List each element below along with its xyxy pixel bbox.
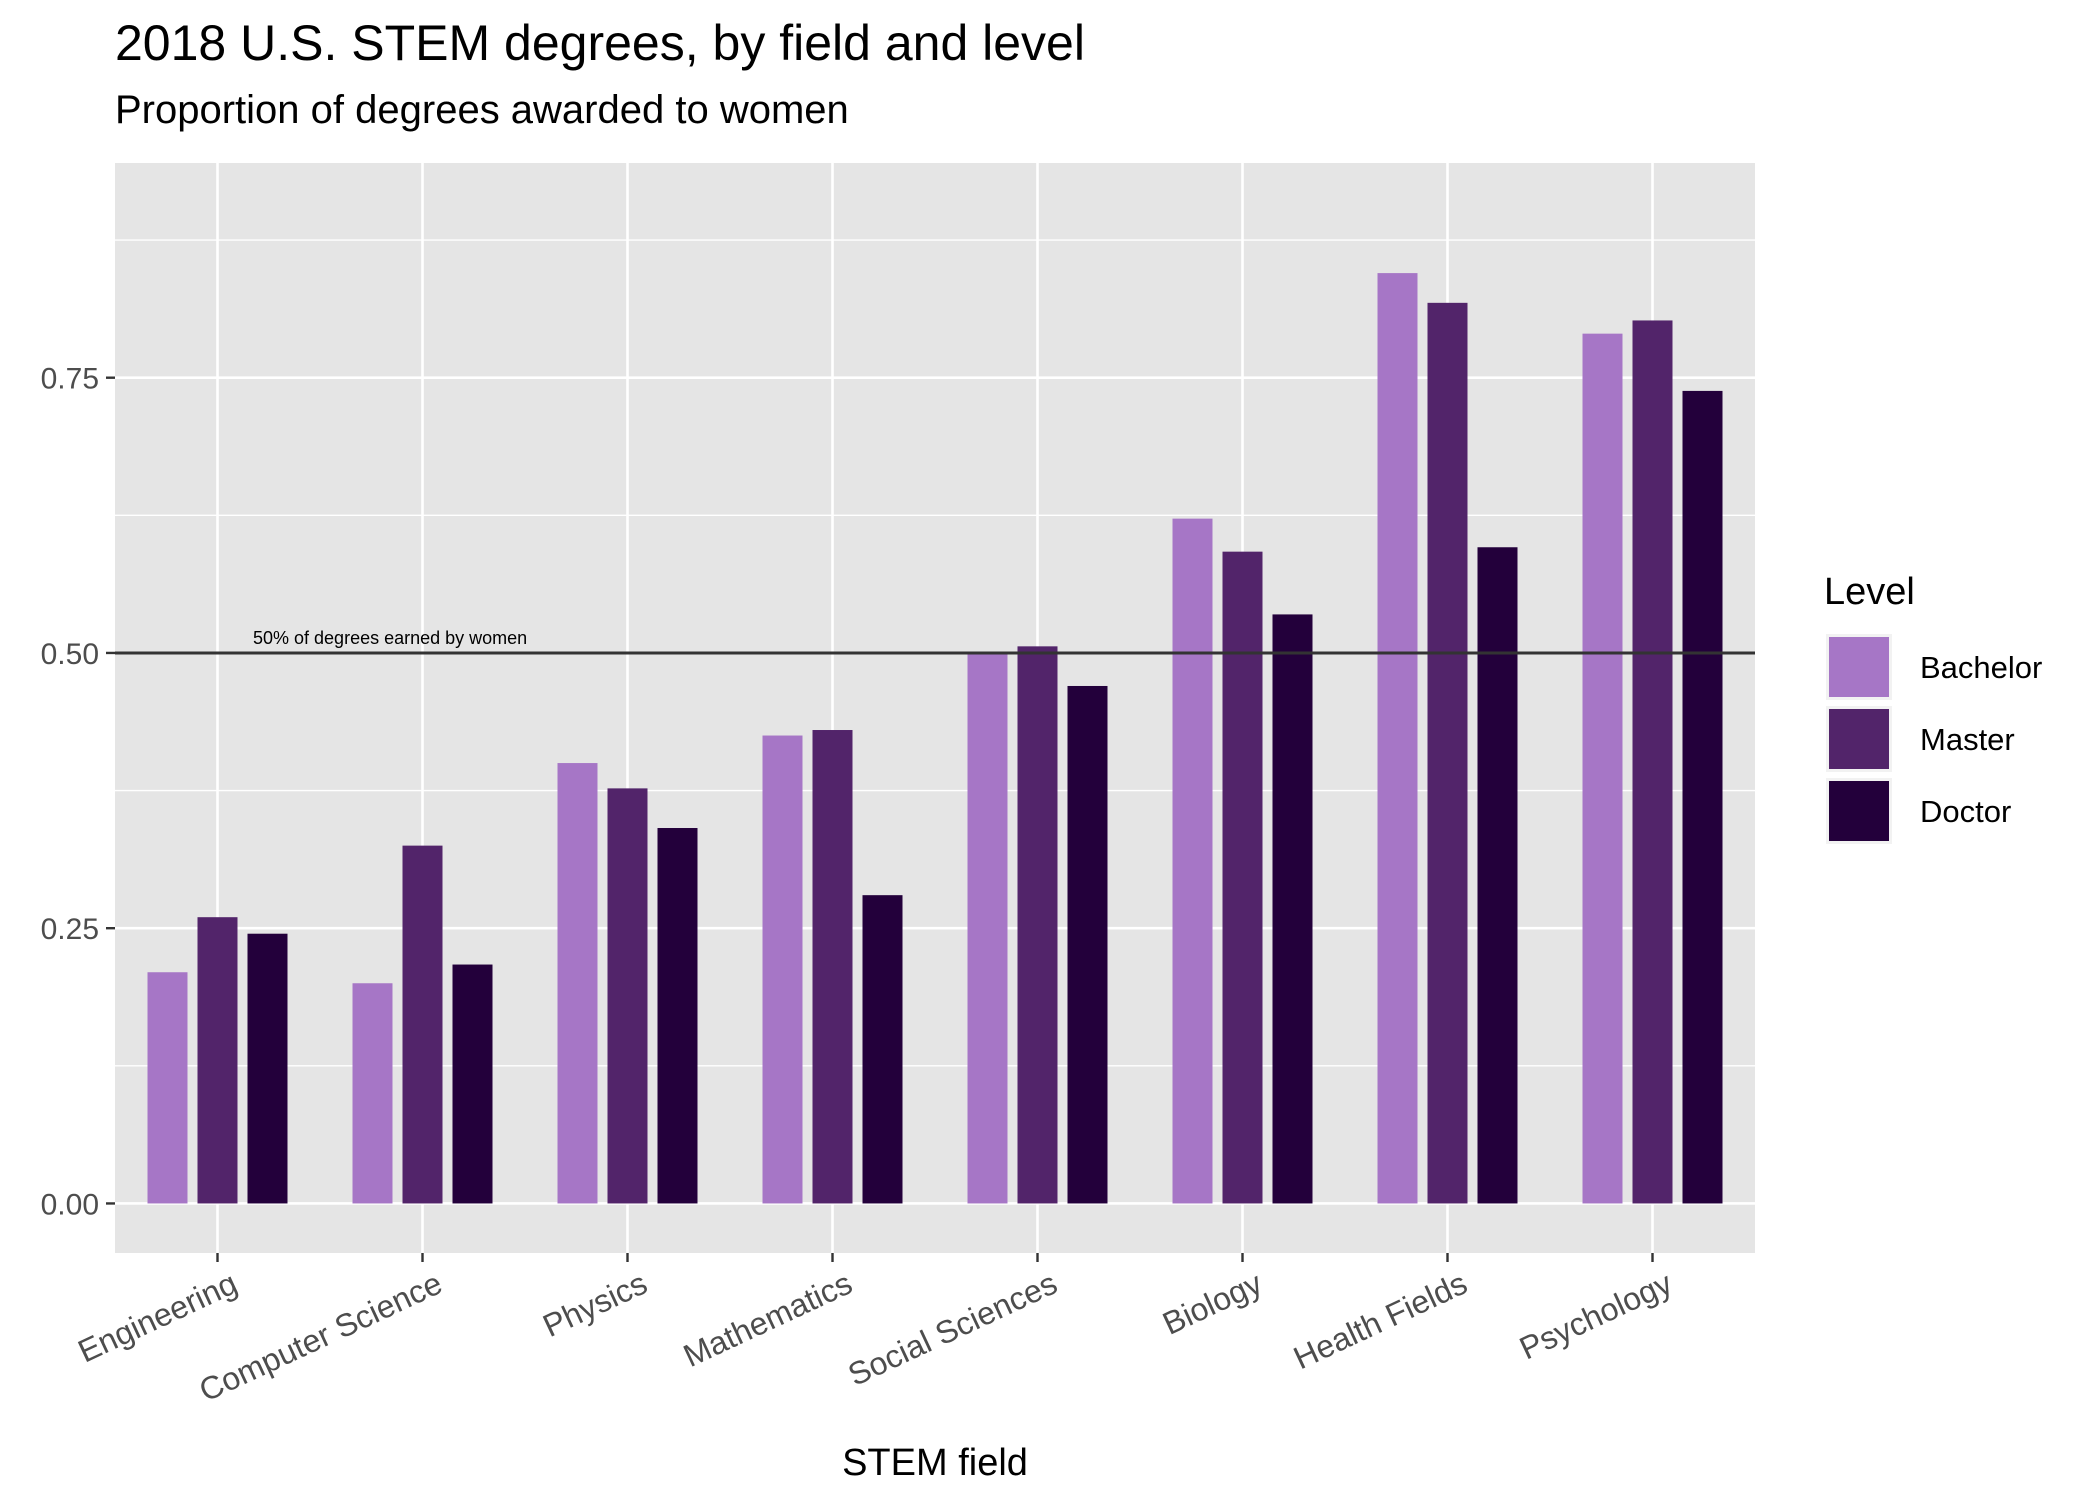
bar-doctor-social-sciences xyxy=(1067,685,1108,1204)
bar-bachelor-social-sciences xyxy=(967,652,1008,1204)
bar-doctor-biology xyxy=(1272,614,1313,1204)
bar-doctor-computer-science xyxy=(452,964,493,1204)
bar-master-health-fields xyxy=(1427,302,1468,1204)
x-tick-label: Health Fields xyxy=(1288,1265,1472,1377)
legend-title: Level xyxy=(1824,571,1915,613)
legend-label-bachelor: Bachelor xyxy=(1920,650,2042,685)
bar-master-social-sciences xyxy=(1017,646,1058,1204)
bar-bachelor-physics xyxy=(557,763,598,1204)
bars xyxy=(147,273,1723,1204)
bar-doctor-health-fields xyxy=(1477,547,1518,1204)
bar-bachelor-computer-science xyxy=(352,983,393,1204)
x-tick-label: Engineering xyxy=(72,1265,242,1370)
reference-line-group: 50% of degrees earned by women xyxy=(115,628,1755,655)
bar-master-computer-science xyxy=(402,845,443,1204)
bar-master-mathematics xyxy=(812,730,853,1204)
x-tick-label: Social Sciences xyxy=(843,1265,1063,1393)
x-tick-label: Psychology xyxy=(1514,1265,1678,1367)
y-tick-label: 0.75 xyxy=(41,363,99,396)
bar-doctor-physics xyxy=(657,828,698,1204)
bar-doctor-engineering xyxy=(247,933,288,1204)
legend-label-master: Master xyxy=(1920,722,2015,757)
chart-title: 2018 U.S. STEM degrees, by field and lev… xyxy=(115,15,1085,71)
legend-label-doctor: Doctor xyxy=(1920,794,2011,829)
chart-subtitle: Proportion of degrees awarded to women xyxy=(115,88,849,132)
bar-doctor-mathematics xyxy=(862,895,903,1204)
reference-line-label: 50% of degrees earned by women xyxy=(253,628,527,648)
bar-master-psychology xyxy=(1632,320,1673,1204)
bar-bachelor-biology xyxy=(1172,518,1213,1204)
legend-swatch-doctor xyxy=(1829,781,1889,841)
x-axis-title: STEM field xyxy=(842,1442,1028,1484)
bar-master-engineering xyxy=(197,917,238,1204)
x-tick-label: Biology xyxy=(1157,1265,1267,1342)
bar-bachelor-engineering xyxy=(147,972,188,1204)
bar-doctor-psychology xyxy=(1682,390,1723,1204)
bar-bachelor-health-fields xyxy=(1377,273,1418,1204)
bar-master-physics xyxy=(607,788,648,1204)
y-axis: 0.00 0.25 0.50 0.75 xyxy=(41,363,115,1221)
bar-bachelor-psychology xyxy=(1582,333,1623,1204)
x-tick-label: Physics xyxy=(537,1265,652,1344)
y-tick-label: 0.25 xyxy=(41,913,99,946)
legend: Level Bachelor Master Doctor xyxy=(1824,571,2042,844)
y-tick-label: 0.50 xyxy=(41,638,99,671)
y-tick-label: 0.00 xyxy=(41,1188,99,1221)
bar-bachelor-mathematics xyxy=(762,735,803,1204)
legend-swatch-master xyxy=(1829,709,1889,769)
bar-master-biology xyxy=(1222,551,1263,1204)
x-tick-label: Mathematics xyxy=(678,1265,858,1374)
legend-swatch-bachelor xyxy=(1829,637,1889,697)
